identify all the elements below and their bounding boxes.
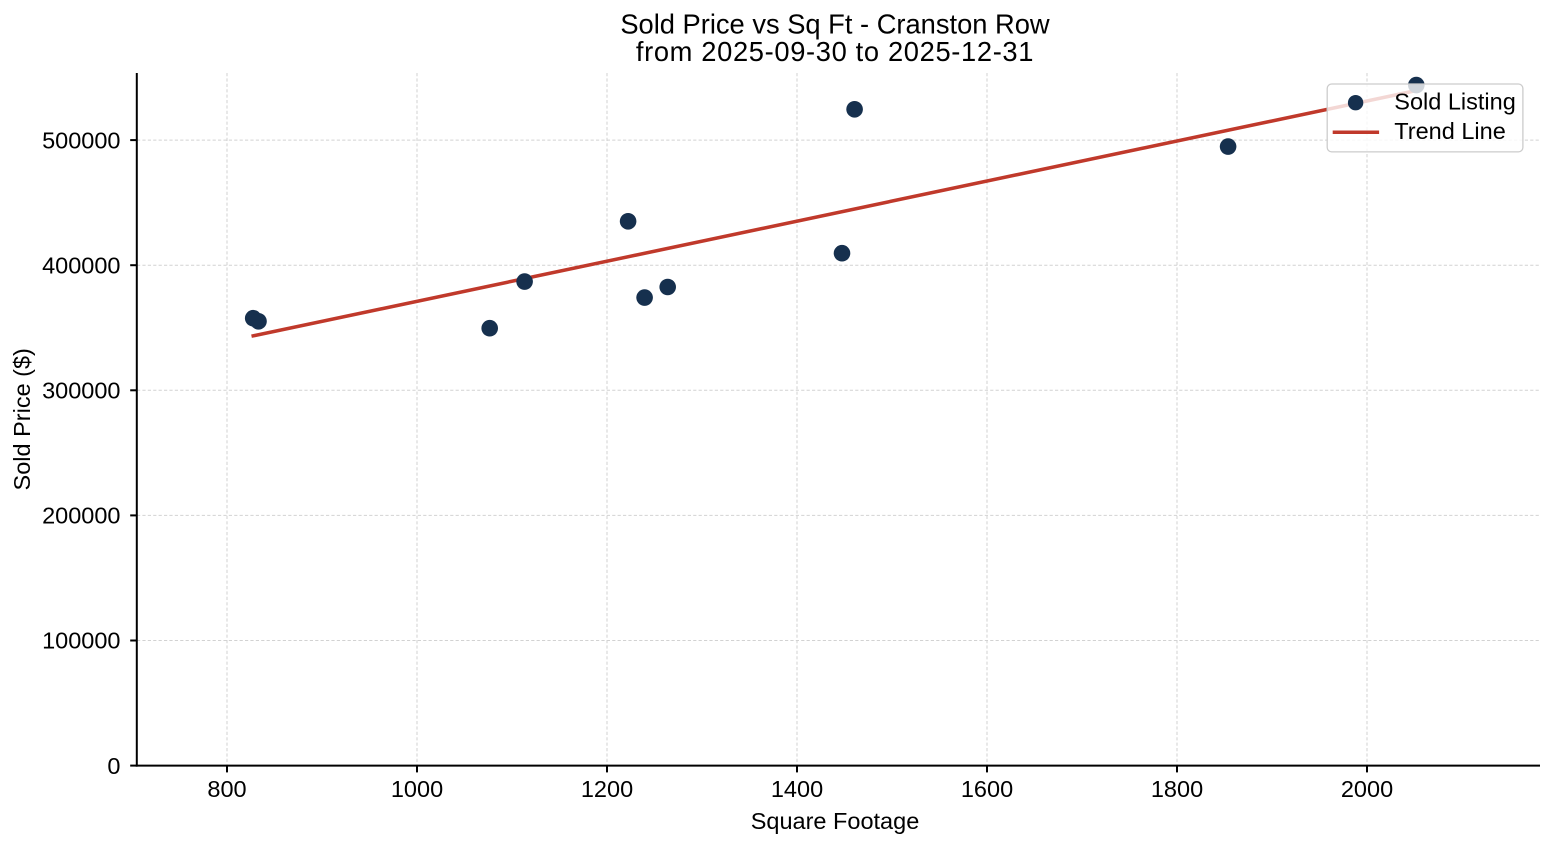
svg-text:Sold Price ($): Sold Price ($) (9, 348, 35, 490)
svg-text:Sold Price vs Sq Ft - Cranston: Sold Price vs Sq Ft - Cranston Row (620, 8, 1050, 39)
svg-text:1000: 1000 (391, 776, 443, 802)
svg-text:2000: 2000 (1341, 776, 1393, 802)
svg-text:800: 800 (207, 776, 246, 802)
svg-text:500000: 500000 (42, 127, 120, 153)
svg-text:100000: 100000 (42, 628, 120, 654)
svg-text:1600: 1600 (961, 776, 1013, 802)
svg-text:1400: 1400 (771, 776, 823, 802)
svg-text:200000: 200000 (42, 503, 120, 529)
svg-text:Sold Listing: Sold Listing (1394, 89, 1516, 115)
svg-text:0: 0 (107, 753, 120, 779)
svg-text:1200: 1200 (581, 776, 633, 802)
svg-text:1800: 1800 (1151, 776, 1203, 802)
svg-text:400000: 400000 (42, 252, 120, 278)
svg-text:300000: 300000 (42, 378, 120, 404)
svg-text:Square Footage: Square Footage (751, 808, 920, 834)
svg-text:Trend Line: Trend Line (1394, 118, 1505, 144)
svg-text:from 2025-09-30 to 2025-12-31: from 2025-09-30 to 2025-12-31 (636, 36, 1034, 67)
